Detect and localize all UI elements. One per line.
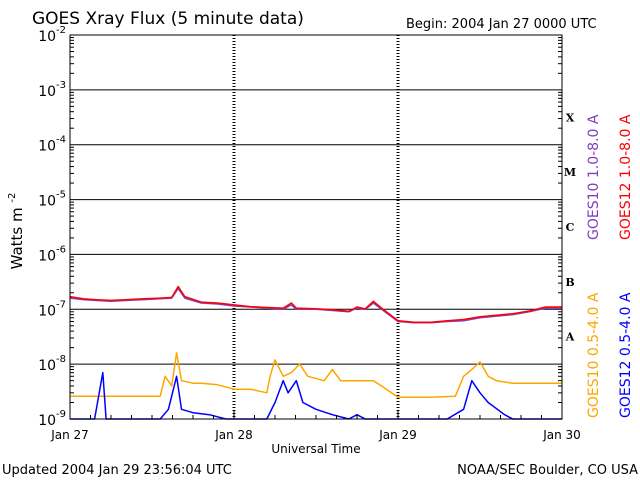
credit-label: NOAA/SEC Boulder, CO USA (457, 463, 638, 478)
flare-class-label: B (565, 276, 574, 289)
updated-timestamp: Updated 2004 Jan 29 23:56:04 UTC (2, 463, 232, 478)
y-tick-label: 10-6 (38, 244, 66, 264)
series-layer (69, 285, 562, 420)
y-tick-label: 10-5 (38, 190, 66, 210)
x-tick-label: Jan 30 (542, 428, 581, 442)
svg-text:Watts m -2: Watts m -2 (7, 193, 26, 270)
y-tick-label: 10-2 (38, 25, 66, 45)
y-tick-label: 10-3 (38, 80, 66, 100)
flare-class-label: X (566, 111, 575, 124)
y-tick-label: 10-9 (38, 409, 66, 429)
x-tick-label: Jan 29 (378, 428, 417, 442)
legend-goes12-long: GOES12 1.0-8.0 A (618, 114, 634, 240)
chart-title: GOES Xray Flux (5 minute data) (32, 9, 304, 29)
legend: GOES10 1.0-8.0 A GOES12 1.0-8.0 A GOES10… (586, 114, 634, 418)
series-line-1 (69, 285, 562, 324)
y-tick-label: 10-4 (38, 135, 66, 155)
legend-goes10-short: GOES10 0.5-4.0 A (586, 292, 602, 418)
series-line-3 (70, 371, 562, 420)
label-layer: 10-9 10-8 10-7 10-6 10-5 10-4 10-3 10-2 Jan 27 Ja… (38, 25, 581, 442)
x-tick-label: Jan 28 (214, 428, 253, 442)
flare-class-label: M (564, 166, 576, 179)
y-tick-label: 10-7 (38, 299, 66, 319)
flare-class-label: A (565, 331, 575, 344)
begin-label: Begin: 2004 Jan 27 0000 UTC (406, 17, 597, 32)
tick-layer (69, 37, 563, 419)
y-axis-label: Watts m (8, 207, 26, 269)
series-line-2 (70, 352, 562, 398)
y-axis-label-group: Watts m -2 (7, 193, 26, 270)
x-tick-label: Jan 27 (50, 428, 89, 442)
y-axis-label-exponent: -2 (7, 193, 18, 203)
legend-goes10-long: GOES10 1.0-8.0 A (586, 114, 602, 240)
y-tick-label: 10-8 (38, 354, 66, 374)
x-axis-label: Universal Time (271, 442, 360, 456)
legend-goes12-short: GOES12 0.5-4.0 A (618, 292, 634, 418)
flare-class-label: C (566, 221, 575, 234)
